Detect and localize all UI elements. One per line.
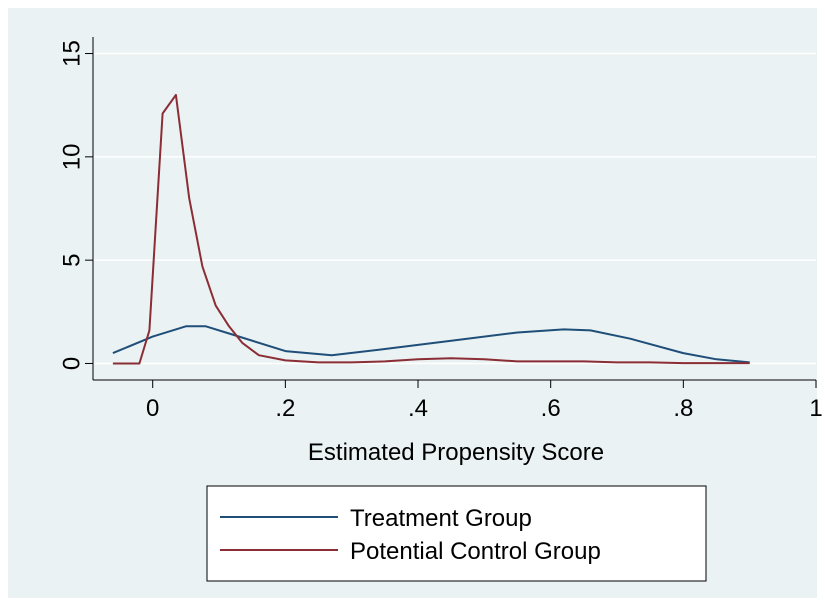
x-tick-label-0: 0: [146, 395, 159, 422]
x-axis-label: Estimated Propensity Score: [308, 439, 604, 466]
x-tick-label-4: .8: [673, 395, 693, 422]
series-lines: [112, 93, 750, 365]
legend-label-treatment: Treatment Group: [350, 505, 532, 532]
y-tick-label-3: 15: [58, 40, 85, 67]
x-tick-label-2: .4: [408, 395, 428, 422]
plot-area: [93, 37, 816, 380]
legend-box: [206, 485, 707, 582]
y-tick-label-2: 10: [58, 143, 85, 170]
series-line-control: [112, 93, 750, 365]
y-tick-label-0: 0: [58, 357, 85, 370]
x-tick-label-3: .6: [541, 395, 561, 422]
y-axis-ticks: 0 5 10 15: [58, 40, 93, 370]
x-axis-ticks: 0 .2 .4 .6 .8 1: [146, 380, 823, 422]
x-tick-label-5: 1: [809, 395, 822, 422]
x-tick-label-1: .2: [275, 395, 295, 422]
series-line-treatment: [112, 325, 750, 364]
y-tick-label-1: 5: [58, 253, 85, 266]
legend-label-control: Potential Control Group: [350, 538, 601, 565]
